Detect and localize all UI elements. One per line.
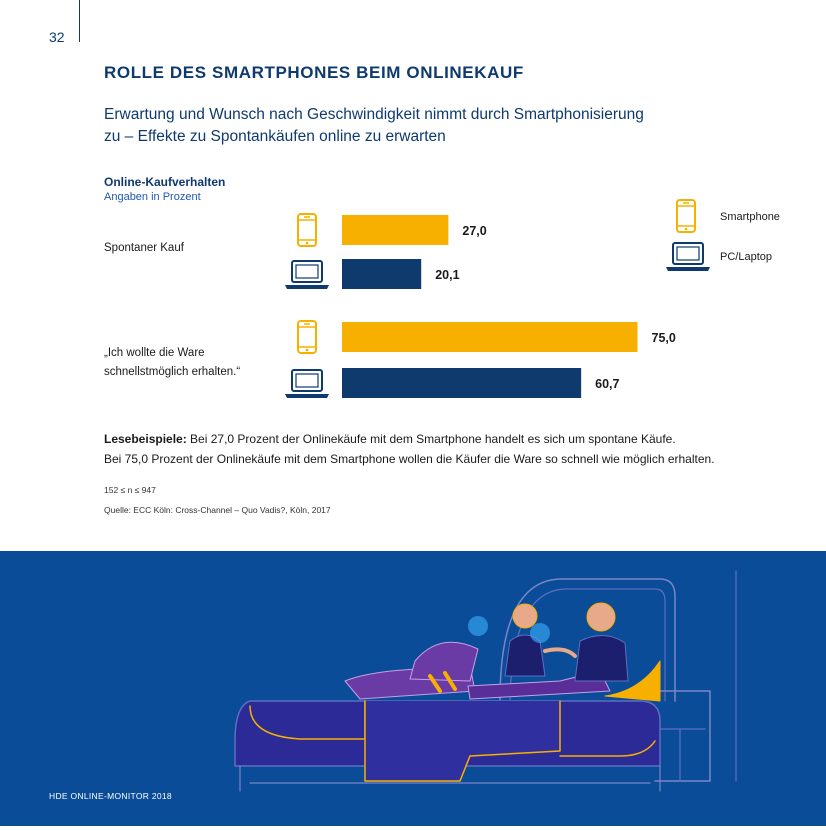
header-divider [79,0,80,42]
data-label-spontaneous-pc-laptop: 20,1 [435,268,459,282]
page-title: ROLLE DES SMARTPHONES BEIM ONLINEKAUF [104,63,524,82]
smartphone-icon [297,320,317,354]
page-subtitle-line-1: Erwartung und Wunsch nach Geschwindigkei… [104,106,644,123]
footer-illustration-panel [0,551,826,826]
legend-laptop-icon [665,242,711,272]
bar-fast-delivery-pc-laptop [342,368,582,398]
category-label-line: Spontaner Kauf [104,242,184,254]
bars-layer: 27,0 20,1 75,0 60,7 [342,215,676,398]
category-label-line: „Ich wollte die Ware [104,347,205,359]
data-label-spontaneous-smartphone: 27,0 [462,224,486,238]
reading-example-line-2: Bei 75,0 Prozent der Onlinekäufe mit dem… [104,452,715,466]
category-label-fast-delivery: „Ich wollte die Ware schnellstmöglich er… [104,344,240,382]
sample-size-note: 152 ≤ n ≤ 947 [104,485,156,495]
legend-smartphone-icon [676,199,696,233]
bar-spontaneous-pc-laptop [342,259,422,289]
chart-title: Online-Kaufverhalten [104,175,226,189]
category-label-spontaneous: Spontaner Kauf [104,239,184,258]
laptop-icon [284,260,330,290]
chart-subtitle: Angaben in Prozent [104,191,201,203]
reading-example-label: Lesebeispiele: [104,432,187,446]
page-subtitle-line-2: zu – Effekte zu Spontankäufen online zu … [104,128,446,145]
legend: Smartphone PC/Laptop [665,199,780,272]
source-note: Quelle: ECC Köln: Cross-Channel – Quo Va… [104,505,331,515]
legend-label-smartphone: Smartphone [720,211,780,223]
reading-example: Lesebeispiele: Bei 27,0 Prozent der Onli… [104,429,804,469]
smartphone-icon [297,213,317,247]
category-label-line: schnellstmöglich erhalten.“ [104,366,241,378]
footer-publication: HDE ONLINE-MONITOR 2018 [49,791,172,801]
reading-example-line-1: Bei 27,0 Prozent der Onlinekäufe mit dem… [186,432,676,446]
couple-on-bed-illustration [234,570,737,792]
legend-label-pc-laptop: PC/Laptop [720,251,772,263]
data-label-fast-delivery-pc-laptop: 60,7 [595,377,619,391]
data-label-fast-delivery-smartphone: 75,0 [652,331,676,345]
bar-chart: 27,0 20,1 75,0 60,7 Smartphone PC/Laptop [284,199,780,399]
icons-layer [284,213,330,399]
page-subtitle: Erwartung und Wunsch nach Geschwindigkei… [104,104,704,148]
bar-fast-delivery-smartphone [342,322,638,352]
laptop-icon [284,369,330,399]
page-number: 32 [49,29,65,45]
bar-spontaneous-smartphone [342,215,449,245]
